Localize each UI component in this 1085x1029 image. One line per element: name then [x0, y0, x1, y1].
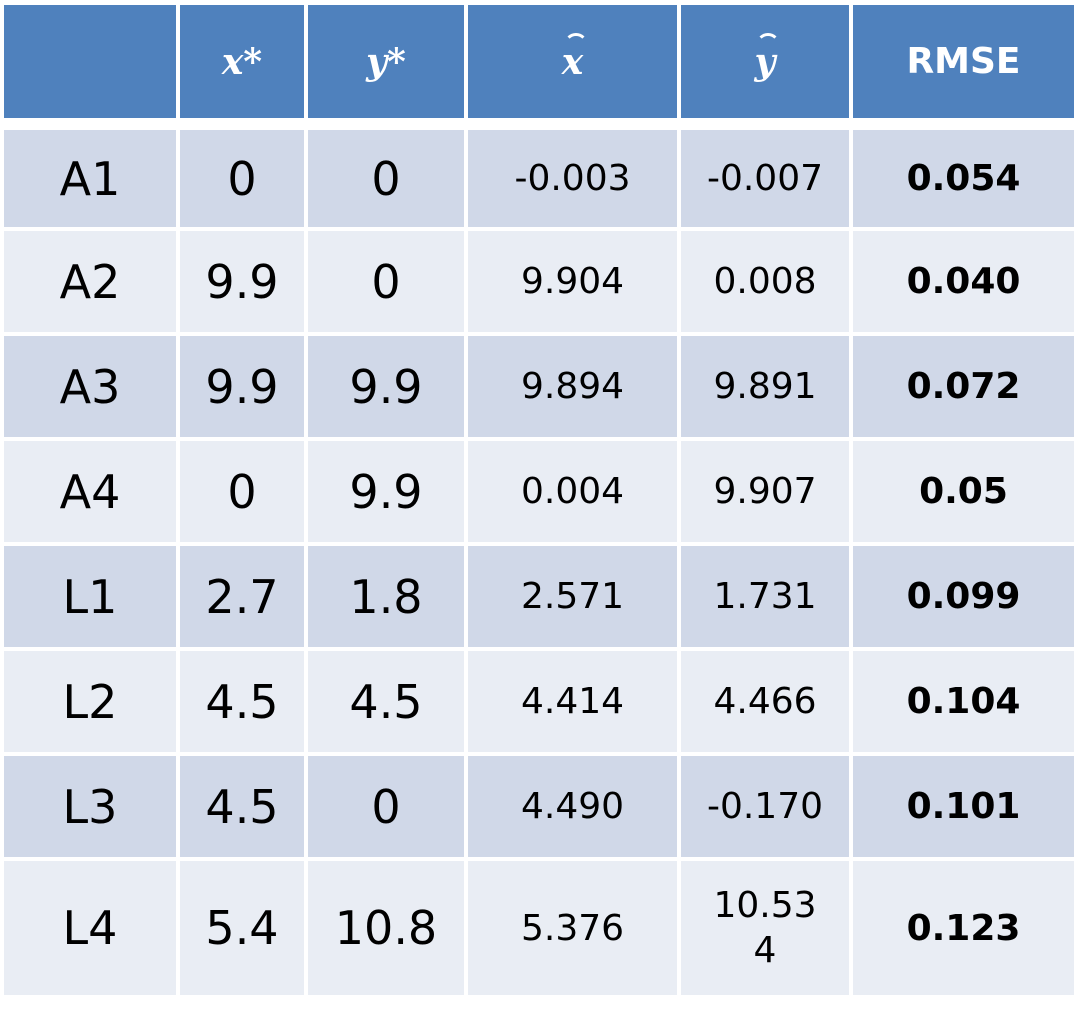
y-est-cell: 9.907: [681, 441, 853, 546]
rmse-cell: 0.123: [853, 861, 1078, 999]
row-label: A3: [4, 336, 180, 441]
table-row: A2 9.9 0 9.904 0.008 0.040: [4, 231, 1078, 336]
row-label: A2: [4, 231, 180, 336]
y-est-cell: 4.466: [681, 651, 853, 756]
x-est-cell: 4.490: [468, 756, 681, 861]
rmse-cell: 0.054: [853, 130, 1078, 231]
row-label: L2: [4, 651, 180, 756]
y-true-cell: 0: [308, 756, 468, 861]
x-true-cell: 0: [180, 130, 308, 231]
x-true-cell: 0: [180, 441, 308, 546]
results-table: x* y* x y RMSE A1 0 0 -0.003 -0.007 0.05…: [4, 5, 1078, 999]
header-y-true: y*: [308, 5, 468, 130]
y-true-cell: 1.8: [308, 546, 468, 651]
y-est-cell: 10.53 4: [681, 861, 853, 999]
y-true-cell: 10.8: [308, 861, 468, 999]
header-x-true: x*: [180, 5, 308, 130]
x-true-cell: 4.5: [180, 756, 308, 861]
table-row: L2 4.5 4.5 4.414 4.466 0.104: [4, 651, 1078, 756]
table-row: L3 4.5 0 4.490 -0.170 0.101: [4, 756, 1078, 861]
header-y-est: y: [681, 5, 853, 130]
y-est-cell: 0.008: [681, 231, 853, 336]
row-label: A4: [4, 441, 180, 546]
table-row: A3 9.9 9.9 9.894 9.891 0.072: [4, 336, 1078, 441]
y-est-line-2: 4: [753, 930, 777, 971]
y-true-cell: 0: [308, 130, 468, 231]
table-row: A1 0 0 -0.003 -0.007 0.054: [4, 130, 1078, 231]
x-est-cell: 0.004: [468, 441, 681, 546]
rmse-cell: 0.072: [853, 336, 1078, 441]
rmse-cell: 0.040: [853, 231, 1078, 336]
y-est-cell: 9.891: [681, 336, 853, 441]
x-est-cell: 2.571: [468, 546, 681, 651]
rmse-cell: 0.05: [853, 441, 1078, 546]
x-true-cell: 5.4: [180, 861, 308, 999]
x-est-cell: 9.894: [468, 336, 681, 441]
x-true-cell: 2.7: [180, 546, 308, 651]
x-est-cell: 5.376: [468, 861, 681, 999]
row-label: L4: [4, 861, 180, 999]
row-label: L3: [4, 756, 180, 861]
header-corner: [4, 5, 180, 130]
table-row: A4 0 9.9 0.004 9.907 0.05: [4, 441, 1078, 546]
y-est-cell: -0.007: [681, 130, 853, 231]
x-true-cell: 9.9: [180, 336, 308, 441]
header-x-est-label: x: [561, 32, 589, 83]
header-row: x* y* x y RMSE: [4, 5, 1078, 130]
table-row: L4 5.4 10.8 5.376 10.53 4 0.123: [4, 861, 1078, 999]
y-est-cell: 1.731: [681, 546, 853, 651]
y-true-cell: 9.9: [308, 441, 468, 546]
header-rmse: RMSE: [853, 5, 1078, 130]
header-y-est-label: y: [754, 32, 780, 83]
y-est-line-1: 10.53: [713, 885, 817, 926]
x-true-cell: 9.9: [180, 231, 308, 336]
y-true-cell: 4.5: [308, 651, 468, 756]
x-true-cell: 4.5: [180, 651, 308, 756]
rmse-cell: 0.099: [853, 546, 1078, 651]
header-x-est: x: [468, 5, 681, 130]
row-label: L1: [4, 546, 180, 651]
y-est-cell: -0.170: [681, 756, 853, 861]
x-est-cell: -0.003: [468, 130, 681, 231]
x-est-cell: 4.414: [468, 651, 681, 756]
row-label: A1: [4, 130, 180, 231]
y-true-cell: 0: [308, 231, 468, 336]
x-est-cell: 9.904: [468, 231, 681, 336]
rmse-cell: 0.101: [853, 756, 1078, 861]
table-row: L1 2.7 1.8 2.571 1.731 0.099: [4, 546, 1078, 651]
y-true-cell: 9.9: [308, 336, 468, 441]
rmse-cell: 0.104: [853, 651, 1078, 756]
